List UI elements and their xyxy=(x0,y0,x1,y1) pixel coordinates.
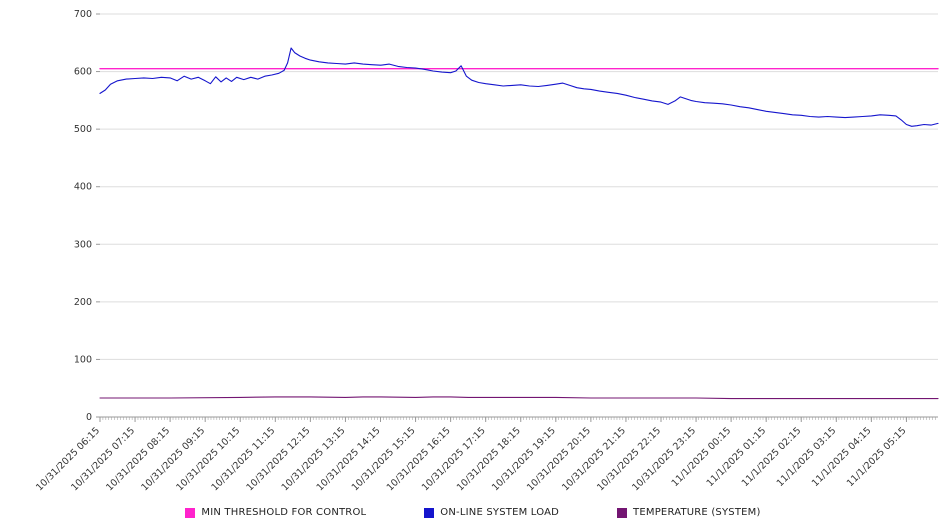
xtick-label: 11/1/2025 04:15 xyxy=(810,425,874,489)
chart-legend: MIN THRESHOLD FOR CONTROL ON-LINE SYSTEM … xyxy=(0,507,946,518)
ytick-label: 300 xyxy=(74,239,92,250)
xtick-label: 11/1/2025 03:15 xyxy=(775,425,839,489)
legend-swatch-icon xyxy=(424,507,435,518)
series-line-temperature-system- xyxy=(99,396,939,400)
xtick-label: 10/31/2025 10:15 xyxy=(174,425,242,492)
xtick-label: 10/31/2025 14:15 xyxy=(315,425,383,492)
legend-label: MIN THRESHOLD FOR CONTROL xyxy=(201,507,367,518)
legend-item-min-threshold-for-control: MIN THRESHOLD FOR CONTROL xyxy=(185,507,366,518)
xtick-label: 10/31/2025 13:15 xyxy=(280,425,348,492)
ytick-label: 700 xyxy=(74,9,92,20)
ytick-label: 500 xyxy=(74,124,92,135)
xtick-label: 10/31/2025 22:15 xyxy=(595,425,663,492)
ytick-label: 200 xyxy=(74,297,92,308)
xtick-label: 10/31/2025 16:15 xyxy=(385,425,453,492)
xtick-label: 10/31/2025 18:15 xyxy=(455,425,523,492)
ytick-label: 600 xyxy=(74,67,92,78)
ytick-label: 100 xyxy=(74,354,92,365)
legend-item-temperature-system-: TEMPERATURE (SYSTEM) xyxy=(617,507,761,518)
xtick-label: 11/1/2025 05:15 xyxy=(845,425,909,489)
xtick-label: 10/31/2025 23:15 xyxy=(630,425,698,492)
xtick-label: 11/1/2025 01:15 xyxy=(705,425,769,489)
ytick-label: 400 xyxy=(74,182,92,193)
xtick-label: 10/31/2025 21:15 xyxy=(560,425,628,492)
xtick-label: 10/31/2025 09:15 xyxy=(139,425,207,492)
xtick-label: 10/31/2025 12:15 xyxy=(245,425,313,492)
xtick-label: 10/31/2025 20:15 xyxy=(525,425,593,492)
xtick-label: 10/31/2025 06:15 xyxy=(34,425,102,492)
legend-label: ON-LINE SYSTEM LOAD xyxy=(440,507,560,518)
ytick-label: 0 xyxy=(86,412,92,423)
legend-label: TEMPERATURE (SYSTEM) xyxy=(633,507,761,518)
xtick-label: 10/31/2025 08:15 xyxy=(104,425,172,492)
legend-swatch-icon xyxy=(617,507,628,518)
xtick-label: 10/31/2025 19:15 xyxy=(490,425,558,492)
xtick-label: 10/31/2025 11:15 xyxy=(209,425,277,492)
series-line-on-line-system-load xyxy=(99,47,939,127)
xtick-label: 11/1/2025 02:15 xyxy=(740,425,804,489)
legend-item-on-line-system-load: ON-LINE SYSTEM LOAD xyxy=(424,507,559,518)
xtick-label: 11/1/2025 00:15 xyxy=(670,425,734,489)
xtick-label: 10/31/2025 17:15 xyxy=(420,425,488,492)
legend-swatch-icon xyxy=(185,507,196,518)
xtick-label: 10/31/2025 07:15 xyxy=(69,425,137,492)
xtick-label: 10/31/2025 15:15 xyxy=(350,425,418,492)
